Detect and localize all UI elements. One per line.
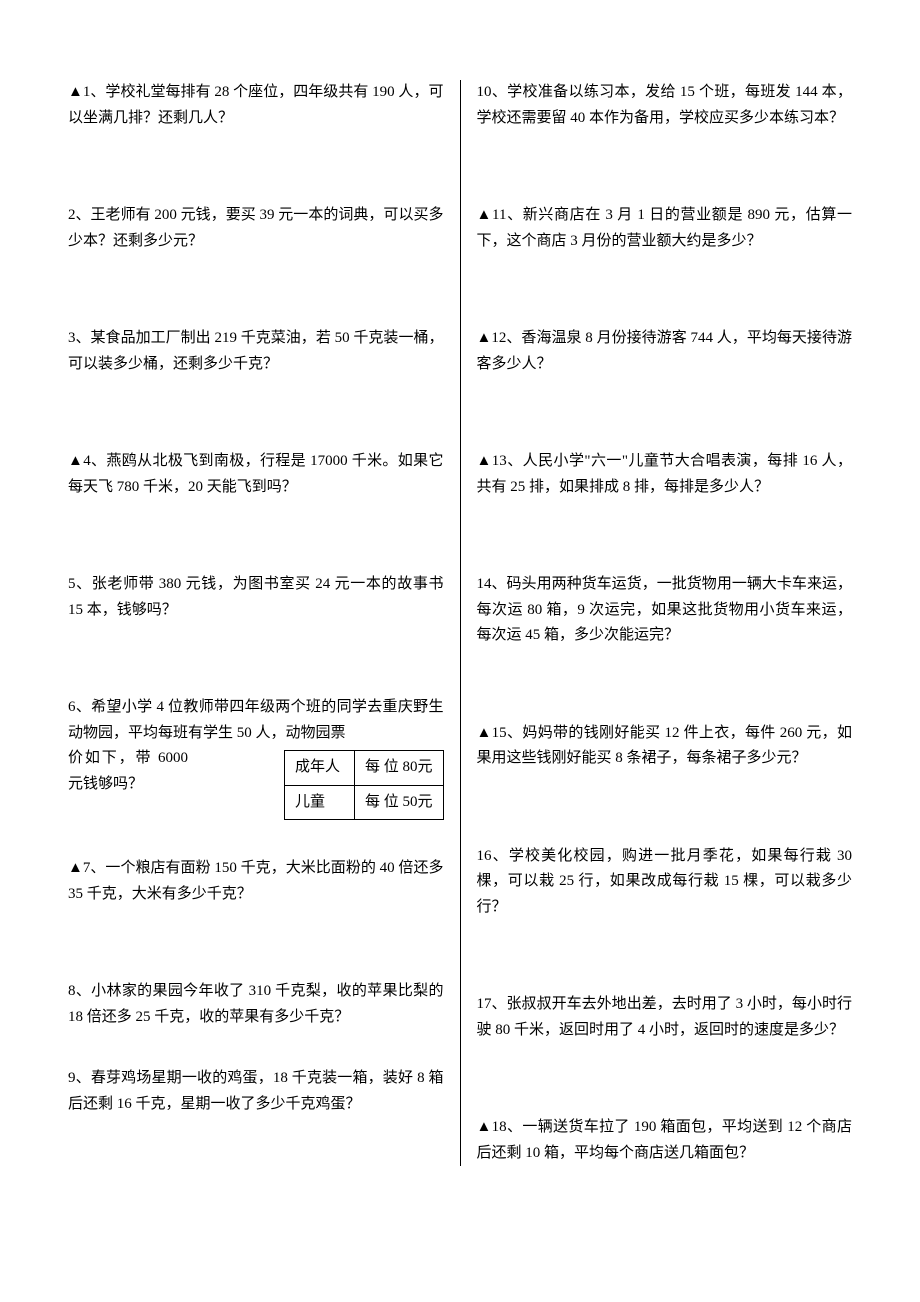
- problem-18: ▲18、一辆送货车拉了 190 箱面包，平均送到 12 个商店后还剩 10 箱，…: [477, 1115, 853, 1166]
- problem-text: ▲1、学校礼堂每排有 28 个座位，四年级共有 190 人，可以坐满几排？还剩几…: [68, 84, 444, 126]
- problem-text: 2、王老师有 200 元钱，要买 39 元一本的词典，可以买多少本？还剩多少元？: [68, 207, 444, 249]
- problem-text: 8、小林家的果园今年收了 310 千克梨，收的苹果比梨的 18 倍还多 25 千…: [68, 983, 444, 1025]
- problem-6-tail: 价如下，带 6000元钱够吗？: [68, 746, 188, 797]
- problem-14: 14、码头用两种货车运货，一批货物用一辆大卡车来运，每次运 80 箱，9 次运完…: [477, 572, 853, 649]
- problem-text: ▲15、妈妈带的钱刚好能买 12 件上衣，每件 260 元，如果用这些钱刚好能买…: [477, 725, 853, 767]
- two-column-layout: ▲1、学校礼堂每排有 28 个座位，四年级共有 190 人，可以坐满几排？还剩几…: [68, 80, 852, 1166]
- problem-13: ▲13、人民小学"六一"儿童节大合唱表演，每排 16 人，共有 25 排，如果排…: [477, 449, 853, 500]
- problem-text: ▲7、一个粮店有面粉 150 千克，大米比面粉的 40 倍还多 35 千克，大米…: [68, 860, 444, 902]
- right-column: 10、学校准备以练习本，发给 15 个班，每班发 144 本，学校还需要留 40…: [461, 80, 853, 1166]
- problem-7: ▲7、一个粮店有面粉 150 千克，大米比面粉的 40 倍还多 35 千克，大米…: [68, 856, 444, 907]
- problem-4: ▲4、燕鸥从北极飞到南极，行程是 17000 千米。如果它每天飞 780 千米，…: [68, 449, 444, 500]
- problem-16: 16、学校美化校园，购进一批月季花，如果每行栽 30 棵，可以栽 25 行，如果…: [477, 844, 853, 921]
- problem-text: ▲11、新兴商店在 3 月 1 日的营业额是 890 元，估算一下，这个商店 3…: [477, 207, 853, 249]
- problem-10: 10、学校准备以练习本，发给 15 个班，每班发 144 本，学校还需要留 40…: [477, 80, 853, 131]
- problem-text: 17、张叔叔开车去外地出差，去时用了 3 小时，每小时行驶 80 千米，返回时用…: [477, 996, 853, 1038]
- problem-11: ▲11、新兴商店在 3 月 1 日的营业额是 890 元，估算一下，这个商店 3…: [477, 203, 853, 254]
- problem-6-lead: 6、希望小学 4 位教师带四年级两个班的同学去重庆野生动物园，平均每班有学生 5…: [68, 695, 444, 746]
- table-row: 成年人 每 位 80元: [284, 751, 443, 786]
- problem-2: 2、王老师有 200 元钱，要买 39 元一本的词典，可以买多少本？还剩多少元？: [68, 203, 444, 254]
- problem-text: ▲18、一辆送货车拉了 190 箱面包，平均送到 12 个商店后还剩 10 箱，…: [477, 1119, 853, 1161]
- problem-5: 5、张老师带 380 元钱，为图书室买 24 元一本的故事书 15 本，钱够吗？: [68, 572, 444, 623]
- problem-text: 14、码头用两种货车运货，一批货物用一辆大卡车来运，每次运 80 箱，9 次运完…: [477, 576, 853, 643]
- problem-text: 5、张老师带 380 元钱，为图书室买 24 元一本的故事书 15 本，钱够吗？: [68, 576, 444, 618]
- problem-8: 8、小林家的果园今年收了 310 千克梨，收的苹果比梨的 18 倍还多 25 千…: [68, 979, 444, 1030]
- problem-text: ▲4、燕鸥从北极飞到南极，行程是 17000 千米。如果它每天飞 780 千米，…: [68, 453, 444, 495]
- problem-text: 10、学校准备以练习本，发给 15 个班，每班发 144 本，学校还需要留 40…: [477, 84, 853, 126]
- problem-1: ▲1、学校礼堂每排有 28 个座位，四年级共有 190 人，可以坐满几排？还剩几…: [68, 80, 444, 131]
- problem-text: ▲12、香海温泉 8 月份接待游客 744 人，平均每天接待游客多少人？: [477, 330, 853, 372]
- problem-text: ▲13、人民小学"六一"儿童节大合唱表演，每排 16 人，共有 25 排，如果排…: [477, 453, 853, 495]
- table-row: 儿童 每 位 50元: [284, 785, 443, 820]
- price-table: 成年人 每 位 80元 儿童 每 位 50元: [284, 750, 444, 820]
- cell-child-price: 每 位 50元: [354, 785, 443, 820]
- cell-adult-label: 成年人: [284, 751, 354, 786]
- problem-text: 3、某食品加工厂制出 219 千克菜油，若 50 千克装一桶，可以装多少桶，还剩…: [68, 330, 444, 372]
- problem-6: 6、希望小学 4 位教师带四年级两个班的同学去重庆野生动物园，平均每班有学生 5…: [68, 695, 444, 820]
- problem-3: 3、某食品加工厂制出 219 千克菜油，若 50 千克装一桶，可以装多少桶，还剩…: [68, 326, 444, 377]
- cell-adult-price: 每 位 80元: [354, 751, 443, 786]
- problem-text: 16、学校美化校园，购进一批月季花，如果每行栽 30 棵，可以栽 25 行，如果…: [477, 848, 853, 915]
- problem-text: 9、春芽鸡场星期一收的鸡蛋，18 千克装一箱，装好 8 箱后还剩 16 千克，星…: [68, 1070, 444, 1112]
- problem-17: 17、张叔叔开车去外地出差，去时用了 3 小时，每小时行驶 80 千米，返回时用…: [477, 992, 853, 1043]
- price-table-wrapper: 成年人 每 位 80元 儿童 每 位 50元: [284, 750, 444, 820]
- problem-12: ▲12、香海温泉 8 月份接待游客 744 人，平均每天接待游客多少人？: [477, 326, 853, 377]
- cell-child-label: 儿童: [284, 785, 354, 820]
- problem-15: ▲15、妈妈带的钱刚好能买 12 件上衣，每件 260 元，如果用这些钱刚好能买…: [477, 721, 853, 772]
- problem-9: 9、春芽鸡场星期一收的鸡蛋，18 千克装一箱，装好 8 箱后还剩 16 千克，星…: [68, 1066, 444, 1117]
- left-column: ▲1、学校礼堂每排有 28 个座位，四年级共有 190 人，可以坐满几排？还剩几…: [68, 80, 461, 1166]
